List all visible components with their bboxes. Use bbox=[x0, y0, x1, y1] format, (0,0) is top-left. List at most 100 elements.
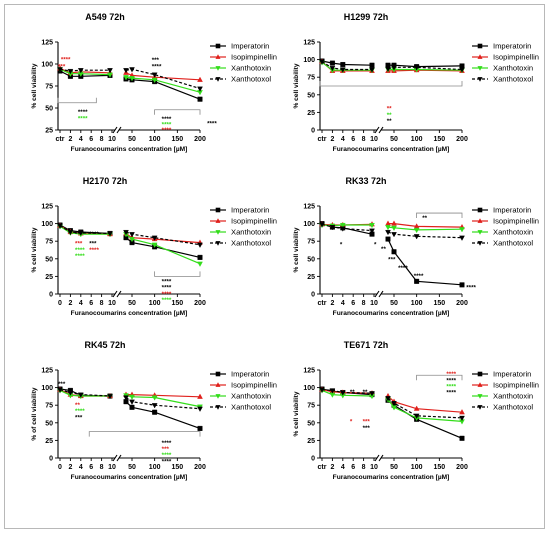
legend-swatch-marker bbox=[215, 241, 221, 246]
series-line bbox=[126, 394, 201, 398]
data-point bbox=[197, 406, 203, 412]
legend-swatch-marker bbox=[215, 218, 221, 223]
y-tick-label: 100 bbox=[41, 385, 53, 392]
data-point bbox=[123, 75, 129, 81]
legend-label: Imperatorin bbox=[231, 206, 269, 215]
significance-bracket bbox=[154, 109, 201, 115]
legend-entry: Xanthotoxol bbox=[210, 75, 271, 84]
x-axis-label: Furanocoumarins concentration [µM] bbox=[71, 146, 188, 153]
y-tick-label: 75 bbox=[307, 75, 315, 82]
significance-label: * bbox=[350, 419, 353, 426]
y-tick-label: 125 bbox=[41, 204, 53, 211]
x-tick-label: 200 bbox=[456, 136, 468, 143]
x-tick-label: 200 bbox=[456, 300, 468, 307]
legend-swatch-marker bbox=[215, 405, 221, 410]
x-tick-label: 8 bbox=[362, 464, 366, 471]
series-xanthotoxol bbox=[57, 223, 203, 248]
y-axis-label: % cell viability bbox=[31, 63, 38, 108]
significance-label: **** bbox=[75, 247, 85, 254]
legend-swatch-marker bbox=[477, 371, 483, 377]
significance-label: **** bbox=[162, 127, 172, 134]
y-tick-label: 100 bbox=[303, 57, 315, 64]
x-axis-label: Furanocoumarins concentration [µM] bbox=[333, 474, 450, 481]
series-line bbox=[387, 395, 463, 413]
significance-label: **** bbox=[61, 56, 71, 63]
data-point bbox=[391, 225, 397, 231]
axis-break-mark bbox=[116, 126, 122, 134]
x-tick-label: 2 bbox=[330, 136, 334, 143]
series-line bbox=[125, 233, 201, 265]
significance-label: **** bbox=[75, 231, 85, 238]
series-line bbox=[59, 389, 111, 397]
x-tick-label: 150 bbox=[434, 136, 446, 143]
y-tick-label: 25 bbox=[45, 274, 53, 281]
x-tick-label: 0 bbox=[58, 464, 62, 471]
data-point bbox=[459, 282, 465, 288]
data-point bbox=[57, 67, 63, 73]
x-tick-label: 50 bbox=[128, 464, 136, 471]
legend-entry: Isopimpinellin bbox=[472, 217, 539, 226]
data-point bbox=[369, 62, 375, 68]
legend-entry: Xanthotoxol bbox=[472, 75, 533, 84]
legend-swatch-marker bbox=[477, 405, 483, 410]
data-point bbox=[129, 404, 135, 410]
axis-break-mark bbox=[116, 290, 122, 298]
axis-break-mark bbox=[378, 454, 384, 462]
chart-title: RK33 72h bbox=[345, 176, 386, 186]
data-point bbox=[107, 68, 113, 74]
x-tick-label: 50 bbox=[128, 136, 136, 143]
series-line bbox=[125, 237, 201, 258]
x-tick-label: 0 bbox=[58, 300, 62, 307]
data-point bbox=[413, 234, 420, 240]
significance-bracket bbox=[416, 374, 463, 381]
series-line bbox=[388, 64, 463, 68]
legend-entry: Imperatorin bbox=[210, 42, 269, 51]
significance-label: *** bbox=[75, 414, 83, 421]
significance-label: **** bbox=[75, 253, 85, 260]
legend-swatch-marker bbox=[215, 230, 221, 235]
data-point bbox=[413, 227, 420, 234]
legend-swatch-marker bbox=[477, 218, 483, 223]
significance-label: ** bbox=[387, 112, 392, 119]
legend-entry: Isopimpinellin bbox=[210, 53, 277, 62]
axis-break-mark bbox=[112, 454, 118, 462]
series-line bbox=[388, 223, 463, 228]
y-tick-label: 75 bbox=[307, 239, 315, 246]
y-tick-label: 0 bbox=[311, 292, 315, 299]
y-tick-label: 75 bbox=[45, 239, 53, 246]
data-point bbox=[385, 230, 391, 236]
x-tick-label: 2 bbox=[68, 464, 72, 471]
data-point bbox=[391, 401, 397, 407]
data-point bbox=[459, 235, 465, 241]
x-tick-label: 2 bbox=[330, 464, 334, 471]
axis-break-mark bbox=[116, 454, 122, 462]
legend-entry: Imperatorin bbox=[472, 42, 531, 51]
y-axis-label: % cell viability bbox=[293, 63, 300, 108]
series-line bbox=[387, 399, 463, 422]
series-line bbox=[387, 397, 463, 419]
y-tick-label: 125 bbox=[303, 368, 315, 375]
chart-title: H1299 72h bbox=[344, 12, 389, 22]
legend-swatch-marker bbox=[477, 382, 483, 387]
significance-label: **** bbox=[89, 247, 99, 254]
data-point bbox=[414, 278, 420, 284]
significance-label: ** bbox=[387, 106, 392, 113]
significance-label: **** bbox=[207, 121, 217, 128]
y-tick-label: 0 bbox=[49, 456, 53, 463]
x-tick-label: 200 bbox=[194, 464, 206, 471]
x-axis-label: Furanocoumarins concentration [µM] bbox=[71, 310, 188, 317]
legend-swatch-marker bbox=[215, 54, 221, 59]
data-point bbox=[67, 69, 74, 75]
significance-label: **** bbox=[75, 408, 85, 415]
x-tick-label: 6 bbox=[351, 136, 355, 143]
legend-entry: Xanthotoxin bbox=[472, 64, 533, 73]
data-point bbox=[67, 390, 74, 396]
y-tick-label: 125 bbox=[41, 368, 53, 375]
legend-entry: Isopimpinellin bbox=[210, 381, 277, 390]
y-tick-label: 0 bbox=[49, 292, 53, 299]
legend-entry: Xanthotoxol bbox=[210, 239, 271, 248]
series-line bbox=[321, 61, 372, 71]
x-tick-label: 8 bbox=[362, 300, 366, 307]
data-point bbox=[319, 387, 325, 393]
legend-label: Xanthotoxin bbox=[231, 64, 271, 73]
